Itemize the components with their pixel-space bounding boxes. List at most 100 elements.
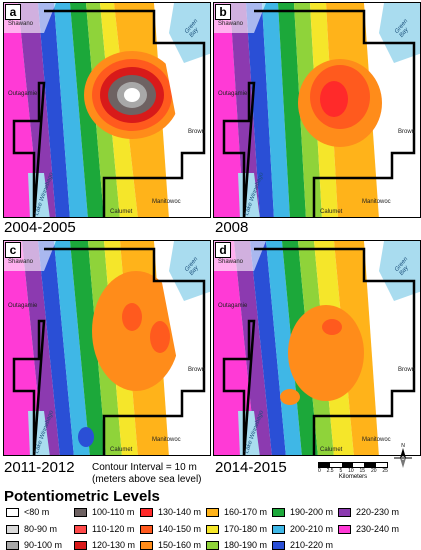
legend-swatch [140, 524, 153, 534]
legend-label: 230-240 m [356, 524, 400, 534]
panel-letter: c [5, 242, 21, 258]
county-label-brown: Brown [398, 129, 416, 135]
year-caption-d: 2014-2015 [215, 459, 287, 476]
county-label-shawano: Shawano [218, 259, 244, 265]
legend-label: 210-220 m [290, 540, 334, 550]
county-label-manitowoc: Manitowoc [152, 437, 181, 443]
county-label-brown: Brown [188, 367, 206, 373]
county-label-outagamie: Outagamie [8, 303, 38, 309]
legend-swatch [338, 524, 351, 534]
legend-swatch [6, 507, 19, 517]
legend-label: 180-190 m [224, 540, 268, 550]
legend-item: <80 m [6, 507, 49, 517]
county-label-calumet: Calumet [320, 209, 343, 215]
legend-label: 150-160 m [158, 540, 202, 550]
legend-item: 180-190 m [206, 540, 267, 550]
scale-tick: 25 [382, 468, 388, 474]
legend-swatch [338, 507, 351, 517]
county-label-shawano: Shawano [218, 21, 244, 27]
legend-swatch [206, 507, 219, 517]
panel-letter: a [5, 4, 21, 20]
scale-tick: 10 [348, 468, 354, 474]
legend-label: 220-230 m [356, 507, 400, 517]
map-panel-b: b Shawano Outagamie Brown Calumet Manito… [213, 2, 421, 218]
contour-interval-line1: Contour Interval = 10 m [92, 462, 197, 473]
legend-swatch [74, 524, 87, 534]
county-label-brown: Brown [188, 129, 206, 135]
legend-item: 230-240 m [338, 524, 399, 534]
legend-item: 110-120 m [74, 524, 134, 534]
potentiometric-map-a [4, 3, 210, 217]
county-label-manitowoc: Manitowoc [152, 199, 181, 205]
year-caption-a: 2004-2005 [4, 219, 76, 236]
county-label-calumet: Calumet [110, 447, 133, 453]
legend-title: Potentiometric Levels [4, 488, 160, 505]
legend-swatch [272, 540, 285, 550]
legend-item: 140-150 m [140, 524, 201, 534]
legend-item: 100-110 m [74, 507, 134, 517]
legend-label: <80 m [24, 507, 50, 517]
potentiometric-map-c [4, 241, 210, 455]
legend-label: 130-140 m [158, 507, 202, 517]
panel-letter: d [215, 242, 231, 258]
panel-letter: b [215, 4, 231, 20]
contour-interval-note: Contour Interval = 10 m (meters above se… [92, 462, 202, 486]
legend-label: 80-90 m [24, 524, 58, 534]
legend-label: 170-180 m [224, 524, 268, 534]
legend-label: 110-120 m [92, 524, 135, 534]
legend-item: 120-130 m [74, 540, 135, 550]
scale-tick: 20 [370, 468, 377, 474]
map-panel-d: d Shawano Outagamie Brown Calumet Manito… [213, 240, 421, 456]
legend-swatch [6, 540, 19, 550]
north-label: N [401, 443, 405, 449]
county-label-brown: Brown [398, 367, 416, 373]
legend-item: 150-160 m [140, 540, 201, 550]
scale-bar: 0 2.5 5 10 15 20 25 Kilometers [318, 462, 388, 480]
scale-tick: 2.5 [326, 468, 334, 474]
legend-label: 90-100 m [24, 540, 63, 550]
county-label-shawano: Shawano [8, 259, 34, 265]
scale-ticks: 0 2.5 5 10 15 20 25 [318, 468, 388, 474]
legend-item: 190-200 m [272, 507, 333, 517]
county-label-outagamie: Outagamie [218, 91, 248, 97]
legend-swatch [74, 507, 87, 517]
legend-label: 190-200 m [290, 507, 334, 517]
legend-swatch [272, 507, 285, 517]
legend-item: 130-140 m [140, 507, 201, 517]
legend-swatch [6, 524, 19, 534]
scale-tick: 5 [339, 468, 343, 474]
county-label-outagamie: Outagamie [218, 303, 248, 309]
county-label-outagamie: Outagamie [8, 91, 38, 97]
county-label-calumet: Calumet [320, 447, 343, 453]
legend-label: 120-130 m [92, 540, 136, 550]
legend-item: 90-100 m [6, 540, 62, 550]
scale-tick: 0 [318, 468, 321, 474]
year-caption-b: 2008 [215, 219, 249, 236]
legend-label: 140-150 m [158, 524, 202, 534]
legend-label: 160-170 m [224, 507, 268, 517]
potentiometric-map-b [214, 3, 420, 217]
year-caption-c: 2011-2012 [4, 459, 75, 476]
legend-label: 100-110 m [92, 507, 135, 517]
county-label-calumet: Calumet [110, 209, 133, 215]
legend-swatch [272, 524, 285, 534]
legend-item: 160-170 m [206, 507, 267, 517]
legend-swatch [206, 540, 219, 550]
map-panel-c: c Shawano Outagamie Brown Calumet Manito… [3, 240, 211, 456]
legend-swatch [140, 540, 153, 550]
legend-item: 200-210 m [272, 524, 333, 534]
legend-swatch [206, 524, 219, 534]
legend-swatch [140, 507, 153, 517]
potentiometric-map-d [214, 241, 420, 455]
legend-item: 80-90 m [6, 524, 57, 534]
county-label-manitowoc: Manitowoc [362, 437, 391, 443]
legend-label: 200-210 m [290, 524, 334, 534]
legend-item: 210-220 m [272, 540, 333, 550]
legend-item: 220-230 m [338, 507, 399, 517]
legend-swatch [74, 540, 87, 550]
scale-tick: 15 [359, 468, 366, 474]
north-arrow-icon: N [394, 443, 412, 468]
county-label-manitowoc: Manitowoc [362, 199, 391, 205]
map-panel-a: a Shawano Outagamie Brown Calumet Manito… [3, 2, 211, 218]
legend-item: 170-180 m [206, 524, 267, 534]
